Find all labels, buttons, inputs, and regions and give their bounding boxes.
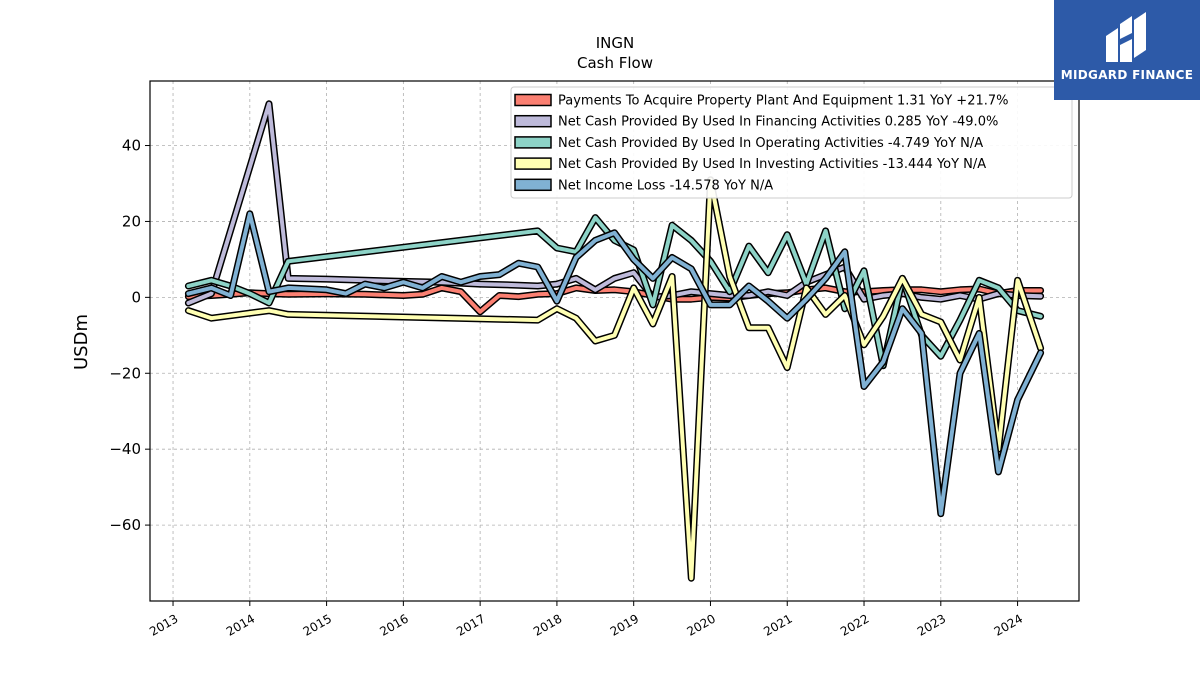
x-tick-label: 2021 — [761, 611, 794, 638]
x-tick-label: 2024 — [992, 611, 1025, 638]
legend-box — [510, 86, 1073, 199]
series-line-4 — [186, 211, 1043, 516]
y-tick-label: −40 — [109, 440, 141, 458]
brand-logo: MIDGARD FINANCE — [1054, 0, 1200, 100]
brand-name: MIDGARD FINANCE — [1060, 68, 1194, 82]
x-tick-label: 2015 — [301, 611, 334, 638]
x-tick-label: 2016 — [377, 611, 410, 638]
legend-swatch-2 — [514, 136, 552, 149]
x-tick-label: 2023 — [915, 611, 948, 638]
midgard-logo-icon — [1106, 12, 1146, 62]
x-tick-label: 2020 — [685, 611, 718, 638]
legend-label-4: Net Income Loss -14.578 YoY N/A — [558, 178, 773, 193]
y-tick-label: 0 — [131, 288, 141, 306]
legend-label-2: Net Cash Provided By Used In Operating A… — [558, 136, 983, 151]
legend-label-1: Net Cash Provided By Used In Financing A… — [558, 115, 998, 130]
legend-swatch-4 — [514, 178, 552, 192]
legend-label-0: Payments To Acquire Property Plant And E… — [558, 94, 1009, 109]
series-line-2 — [186, 215, 1043, 368]
y-tick-label: −60 — [109, 516, 141, 534]
legend-label-3: Net Cash Provided By Used In Investing A… — [558, 157, 986, 172]
x-tick-label: 2022 — [838, 611, 871, 638]
x-tick-label: 2014 — [224, 611, 257, 638]
legend-swatch-1 — [514, 114, 552, 128]
y-tick-label: 40 — [122, 137, 141, 155]
legend-swatch-0 — [514, 93, 552, 107]
plot-frame — [149, 80, 1080, 602]
chart-title: INGN — [596, 34, 635, 52]
chart-subtitle: Cash Flow — [577, 54, 653, 72]
y-axis-label: USDm — [71, 314, 92, 370]
legend-swatch-3 — [514, 157, 552, 170]
y-tick-label: −20 — [109, 364, 141, 382]
series-line-3 — [186, 177, 1043, 581]
legend: Payments To Acquire Property Plant And E… — [510, 86, 1073, 199]
x-tick-label: 2018 — [531, 611, 564, 638]
x-tick-label: 2019 — [608, 611, 641, 638]
y-tick-label: 20 — [122, 212, 141, 230]
x-tick-label: 2013 — [147, 611, 180, 638]
x-tick-label: 2017 — [454, 611, 487, 638]
